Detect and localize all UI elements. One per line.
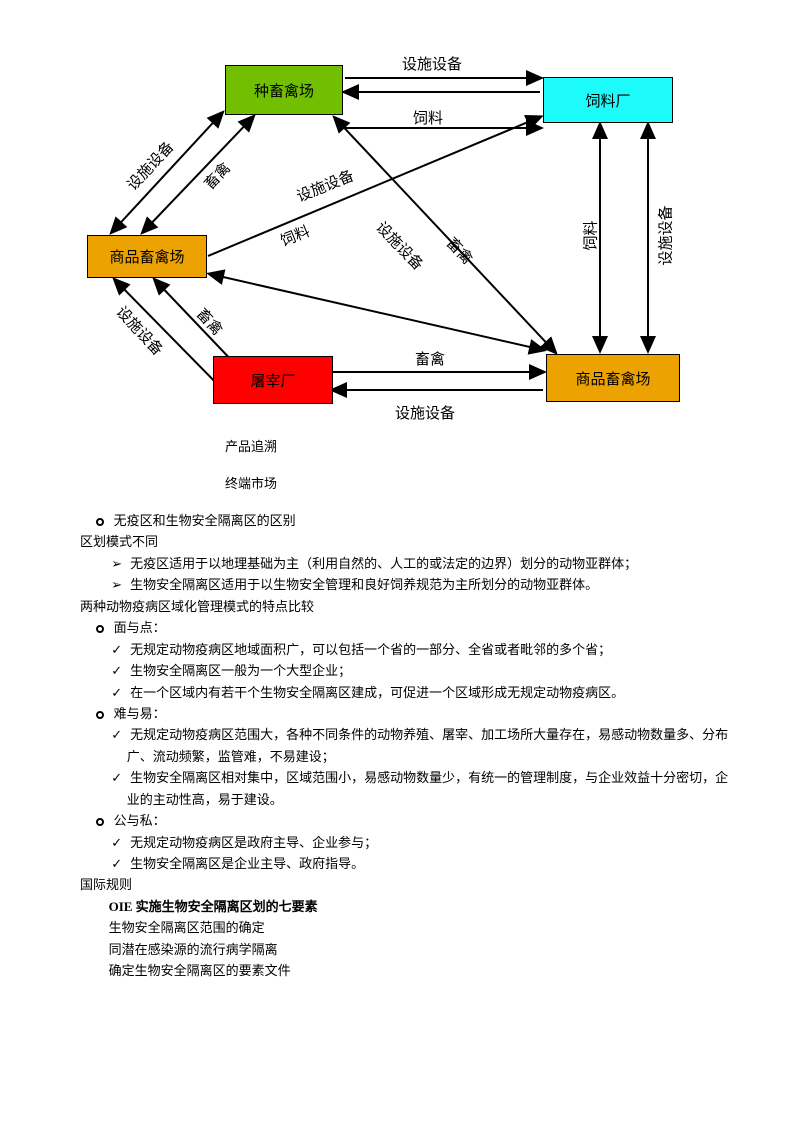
doc-line-4: 两种动物疫病区域化管理模式的特点比较 bbox=[80, 596, 740, 617]
caption-1: 终端市场 bbox=[225, 473, 800, 492]
doc-line-0: 无疫区和生物安全隔离区的区别 bbox=[80, 510, 740, 531]
document-body: 无疫区和生物安全隔离区的区别区划模式不同无疫区适用于以地理基础为主（利用自然的、… bbox=[0, 510, 800, 1022]
diagram-edges bbox=[0, 0, 800, 430]
doc-line-12: 公与私： bbox=[80, 810, 740, 831]
doc-line-6: 无规定动物疫病区地域面积广，可以包括一个省的一部分、全省或者毗邻的多个省； bbox=[96, 639, 740, 660]
node-feed: 饲料厂 bbox=[543, 77, 673, 123]
doc-line-1: 区划模式不同 bbox=[80, 531, 740, 552]
diagram-captions: 产品追溯 终端市场 bbox=[0, 436, 800, 492]
edge-label-12: 畜禽 bbox=[415, 348, 445, 369]
node-farm1: 商品畜禽场 bbox=[87, 235, 207, 278]
edge-4 bbox=[143, 117, 253, 232]
doc-line-13: 无规定动物疫病区是政府主导、企业参与； bbox=[96, 832, 740, 853]
doc-line-3: 生物安全隔离区适用于以生物安全管理和良好饲养规范为主所划分的动物亚群体。 bbox=[80, 574, 740, 595]
doc-line-16: OIE 实施生物安全隔离区划的七要素 bbox=[80, 896, 740, 917]
doc-line-5: 面与点： bbox=[80, 617, 740, 638]
edge-label-1: 饲料 bbox=[413, 107, 443, 128]
edge-label-11: 设施设备 bbox=[655, 205, 676, 265]
doc-line-15: 国际规则 bbox=[80, 874, 740, 895]
edge-6 bbox=[208, 117, 540, 256]
doc-line-7: 生物安全隔离区一般为一个大型企业； bbox=[96, 660, 740, 681]
node-breeding: 种畜禽场 bbox=[225, 65, 343, 115]
doc-line-2: 无疫区适用于以地理基础为主（利用自然的、人工的或法定的边界）划分的动物亚群体； bbox=[80, 553, 740, 574]
edge-5 bbox=[335, 118, 555, 352]
doc-line-17: 生物安全隔离区范围的确定 bbox=[80, 917, 740, 938]
flow-diagram: 种畜禽场饲料厂商品畜禽场屠宰厂商品畜禽场 设施设备饲料设施设备畜禽饲料设施设备设… bbox=[0, 0, 800, 430]
doc-line-19: 确定生物安全隔离区的要素文件 bbox=[80, 960, 740, 981]
node-farm2: 商品畜禽场 bbox=[546, 354, 680, 402]
node-slaughter: 屠宰厂 bbox=[213, 356, 333, 404]
doc-line-11: 生物安全隔离区相对集中，区域范围小，易感动物数量少，有统一的管理制度，与企业效益… bbox=[96, 767, 740, 810]
doc-line-14: 生物安全隔离区是企业主导、政府指导。 bbox=[96, 853, 740, 874]
edge-label-10: 饲料 bbox=[580, 220, 601, 250]
doc-line-8: 在一个区域内有若干个生物安全隔离区建成，可促进一个区域形成无规定动物疫病区。 bbox=[96, 682, 740, 703]
edge-label-0: 设施设备 bbox=[402, 53, 462, 74]
caption-0: 产品追溯 bbox=[225, 436, 800, 455]
doc-line-9: 难与易： bbox=[80, 703, 740, 724]
edge-label-13: 设施设备 bbox=[395, 402, 455, 423]
doc-line-10: 无规定动物疫病区范围大，各种不同条件的动物养殖、屠宰、加工场所大量存在，易感动物… bbox=[96, 724, 740, 767]
doc-line-18: 同潜在感染源的流行病学隔离 bbox=[80, 939, 740, 960]
